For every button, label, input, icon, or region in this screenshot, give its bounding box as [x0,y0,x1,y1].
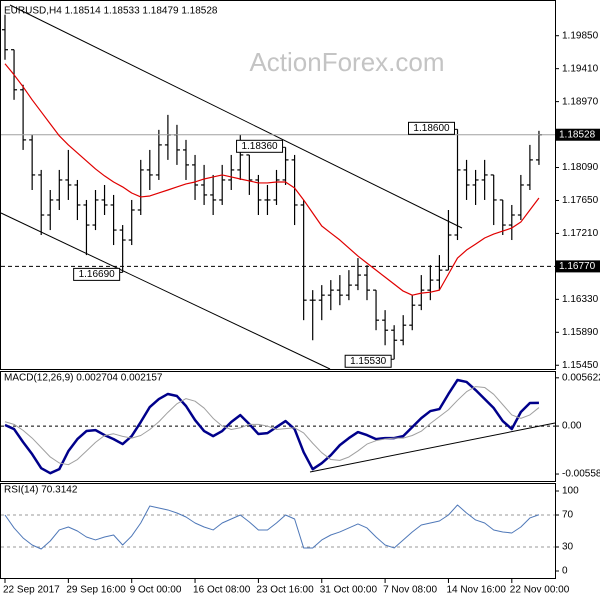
y-tick-label: 1.16330 [562,294,599,305]
price-line-label: 1.18528 [559,129,596,140]
series-line [4,504,540,550]
panel-title: RSI(14) 70.3142 [4,485,78,496]
price-line-box [556,128,600,141]
y-tick-label: 1.17650 [562,195,599,206]
panel-title: EURUSD,H4 1.18514 1.18533 1.18479 1.1852… [4,6,218,17]
y-tick-label: 70 [562,510,574,521]
y-tick-label: 0 [562,566,568,577]
y-tick-label: 1.15450 [562,360,599,371]
annotation-label: 1.15530 [350,356,387,367]
panel-title: MACD(12,26,9) 0.002704 0.002157 [4,373,163,384]
annotation-label: 1.18600 [413,123,450,134]
y-tick-label: 100 [562,486,579,497]
macd-trendline [309,422,556,473]
x-tick-label: 31 Oct 00:00 [320,585,378,596]
annotation-label: 1.18360 [241,141,278,152]
channel-upper [9,4,463,229]
annotation-box [344,354,392,368]
x-tick-label: 23 Oct 16:00 [256,585,314,596]
y-tick-label: 30 [562,542,574,553]
y-tick-label: 1.19410 [562,63,599,74]
y-tick-label: 1.17210 [562,228,599,239]
x-tick-label: 16 Oct 08:00 [193,585,251,596]
watermark: ActionForex.com [249,47,444,77]
x-tick-label: 22 Nov 00:00 [510,585,570,596]
x-tick-label: 14 Nov 16:00 [446,585,506,596]
x-tick-label: 9 Oct 00:00 [130,585,182,596]
y-tick-label: 0.00 [562,421,582,432]
y-tick-label: 0.005622 [562,372,600,383]
level-line-box [556,260,600,273]
y-tick-label: 1.18970 [562,96,599,107]
x-tick-label: 22 Sep 2017 [3,585,60,596]
annotation-box [73,267,121,281]
series-line [4,63,540,296]
y-tick-label: -0.005588 [562,469,600,480]
y-tick-label: 1.19850 [562,30,599,41]
y-tick-label: 1.15890 [562,327,599,338]
annotation-box [408,121,455,135]
channel-lower [0,212,331,370]
price-panel [0,0,556,370]
annotation-box [236,139,284,153]
x-tick-label: 29 Sep 16:00 [66,585,126,596]
rsi-panel [0,483,556,579]
level-line-label: 1.16770 [559,261,596,272]
series-line [4,378,539,475]
series-line [4,386,540,466]
layout [0,0,556,579]
x-tick-label: 7 Nov 08:00 [383,585,437,596]
annotation-label: 1.16690 [79,269,116,280]
y-tick-label: 1.18090 [562,162,599,173]
